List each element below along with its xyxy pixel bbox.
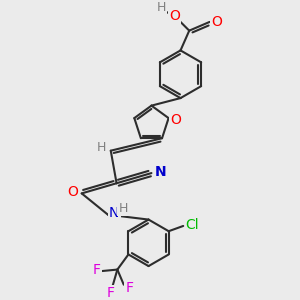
Text: O: O [68, 185, 78, 199]
Text: H: H [118, 202, 128, 215]
Text: N: N [109, 206, 119, 220]
Text: F: F [92, 263, 101, 278]
Text: H: H [157, 1, 166, 14]
Text: F: F [126, 281, 134, 295]
Text: O: O [212, 15, 222, 29]
Text: H: H [97, 141, 106, 154]
Text: O: O [169, 9, 180, 23]
Text: Cl: Cl [186, 218, 199, 232]
Text: O: O [170, 112, 181, 127]
Text: N: N [155, 165, 167, 178]
Text: F: F [107, 286, 115, 300]
